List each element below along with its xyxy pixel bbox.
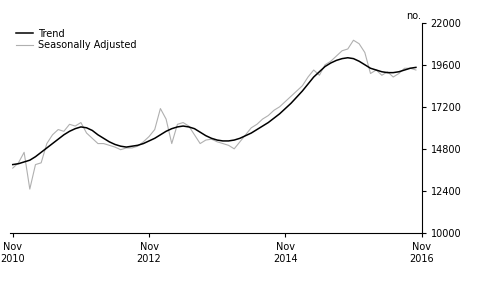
Text: no.: no. bbox=[407, 11, 422, 21]
Legend: Trend, Seasonally Adjusted: Trend, Seasonally Adjusted bbox=[15, 28, 137, 51]
